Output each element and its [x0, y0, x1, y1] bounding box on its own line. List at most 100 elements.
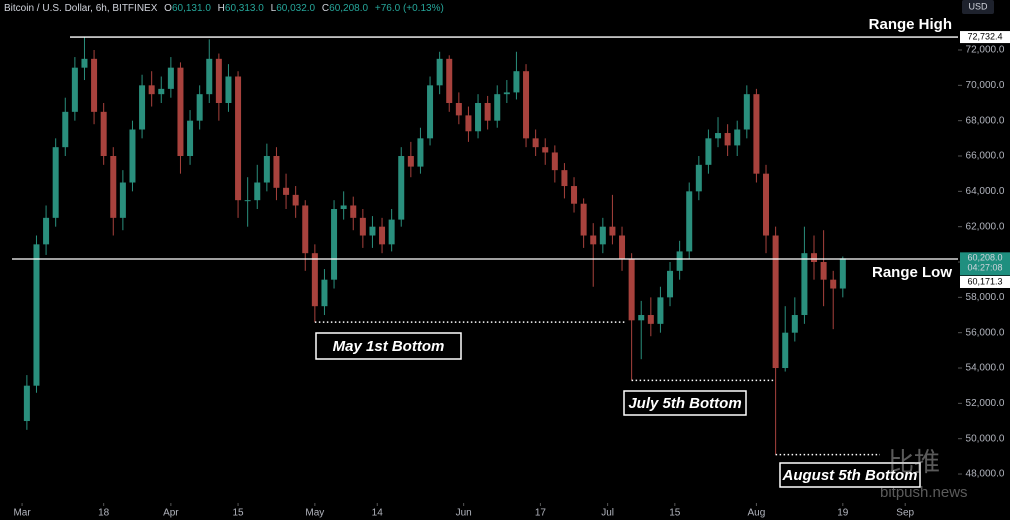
candle-body — [331, 209, 338, 280]
candle-body — [359, 217, 366, 236]
candle-body — [609, 226, 616, 236]
candle-body — [743, 94, 750, 130]
candle-body — [350, 205, 357, 218]
candle-body — [379, 226, 386, 245]
candle-body — [628, 258, 635, 321]
h-label: H — [218, 3, 225, 14]
candle-body — [43, 217, 50, 245]
y-tick-label: 66,000.0 — [966, 151, 1005, 162]
candle-body — [263, 156, 270, 183]
currency: USD — [968, 1, 988, 11]
annotation: July 5th Bottom — [628, 395, 741, 412]
candle-body — [139, 85, 146, 130]
candle-body — [158, 88, 165, 95]
candle-body — [225, 76, 232, 104]
candle-body — [235, 76, 242, 201]
y-tick-label: 70,000.0 — [966, 80, 1005, 91]
candle-body — [446, 58, 453, 104]
candle-body — [388, 219, 395, 245]
current-tag — [960, 252, 1010, 276]
candle-body — [475, 103, 482, 132]
candle-body — [100, 111, 107, 157]
candle-body — [551, 152, 558, 171]
candle-body — [638, 315, 645, 321]
candle-body — [465, 115, 472, 132]
watermark-cn: 比推 — [888, 447, 940, 477]
x-tick-label: May — [305, 508, 324, 519]
annotation-box — [779, 462, 921, 488]
x-tick-label: Apr — [163, 508, 179, 519]
candle-body — [513, 71, 520, 93]
candle-body — [148, 85, 155, 95]
candle-body — [340, 205, 347, 210]
l-value: 60,032.0 — [276, 3, 315, 14]
y-tick-label: 64,000.0 — [966, 186, 1005, 197]
candle-body — [724, 133, 731, 146]
symbol: Bitcoin / U.S. Dollar, 6h, BITFINEX — [4, 3, 158, 14]
candle-body — [23, 385, 30, 422]
candle-body — [619, 235, 626, 259]
candle-body — [599, 226, 606, 245]
candle-body — [321, 279, 328, 307]
x-tick-label: Sep — [896, 508, 914, 519]
countdown: 04:27:08 — [967, 263, 1002, 273]
candle-body — [81, 58, 88, 68]
candle-body — [763, 173, 770, 236]
annotation-box — [315, 332, 462, 360]
candle-body — [52, 147, 59, 218]
c-value: 60,208.0 — [329, 3, 368, 14]
candle-body — [715, 133, 722, 139]
candle-body — [206, 58, 213, 95]
candle-body — [273, 156, 280, 188]
candle-body — [91, 58, 98, 112]
candle-body — [177, 67, 184, 157]
candle-body — [782, 332, 789, 369]
candle-body — [33, 244, 40, 386]
current-price: 60,208.0 — [967, 253, 1002, 263]
candle-body — [292, 194, 299, 206]
currency-box — [962, 0, 994, 14]
y-tick-label: 72,000.0 — [966, 45, 1005, 56]
candle-body — [436, 58, 443, 86]
candle-body — [407, 156, 414, 167]
range-name: Range Low — [872, 264, 952, 281]
c-label: C — [322, 3, 329, 14]
annotation: August 5th Bottom — [782, 467, 918, 484]
candle-body — [215, 58, 222, 104]
candle-body — [523, 71, 530, 139]
x-tick-label: Mar — [13, 508, 31, 519]
candle-body — [705, 138, 712, 165]
candle-body — [187, 120, 194, 157]
candle-body — [62, 111, 69, 148]
range-name: Range High — [869, 16, 952, 33]
candle-body — [820, 262, 827, 280]
candle-body — [753, 94, 760, 174]
x-tick-label: Aug — [748, 508, 766, 519]
candle-body — [839, 258, 846, 289]
y-tick-label: 58,000.0 — [966, 292, 1005, 303]
candles — [23, 37, 846, 455]
price-tag-label: 72,732.4 — [967, 31, 1002, 41]
candle-body — [571, 186, 578, 204]
annotation-box — [623, 390, 747, 416]
watermark-en: bitpush.news — [880, 484, 968, 501]
candle-body — [302, 205, 309, 254]
x-tick-label: 14 — [372, 508, 384, 519]
candle-body — [590, 235, 597, 245]
candle-body — [801, 253, 808, 316]
y-tick-label: 50,000.0 — [966, 433, 1005, 444]
price-tag — [960, 31, 1010, 44]
candle-body — [283, 187, 290, 195]
candle-body — [494, 94, 501, 121]
candle-body — [244, 200, 251, 202]
y-tick-label: 54,000.0 — [966, 363, 1005, 374]
candle-body — [734, 129, 741, 146]
price-tag-label: 60,171.3 — [967, 276, 1002, 286]
x-tick-label: 18 — [98, 508, 110, 519]
candle-body — [657, 297, 664, 324]
y-tick-label: 62,000.0 — [966, 221, 1005, 232]
candle-body — [647, 315, 654, 324]
y-tick-label: 56,000.0 — [966, 327, 1005, 338]
candle-body — [772, 235, 779, 369]
x-tick-label: 19 — [837, 508, 849, 519]
